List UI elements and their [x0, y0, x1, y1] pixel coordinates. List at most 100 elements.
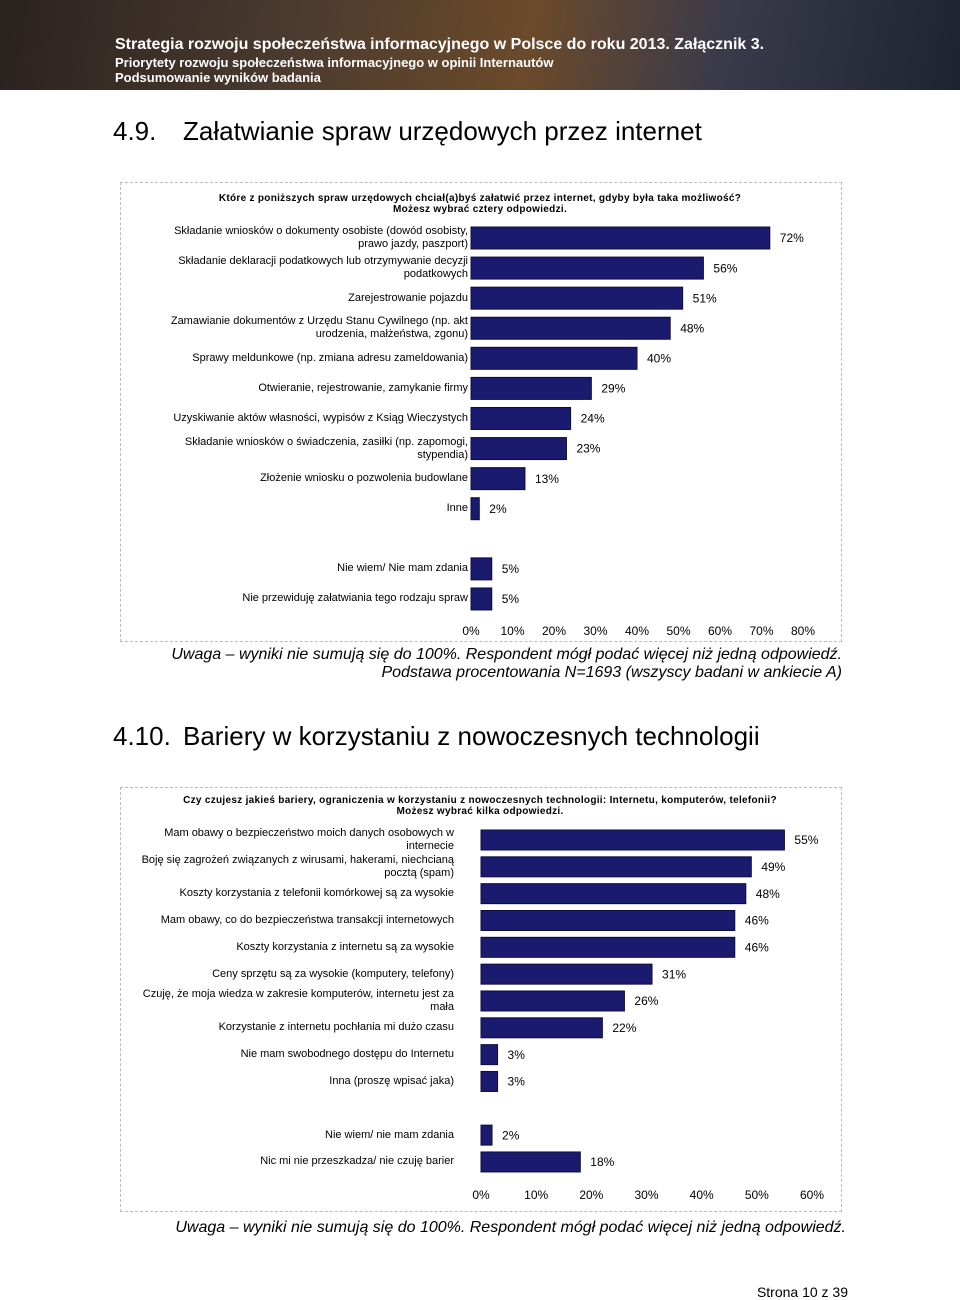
bar	[470, 256, 704, 280]
x-tick-label: 60%	[708, 624, 732, 638]
category-label: Korzystanie z internetu pochłania mi duż…	[218, 1021, 454, 1034]
x-tick-label: 80%	[791, 624, 815, 638]
x-tick-label: 60%	[800, 1188, 824, 1202]
bar	[480, 909, 736, 931]
value-label: 48%	[756, 887, 780, 901]
header-band: Strategia rozwoju społeczeństwa informac…	[0, 0, 960, 90]
note: Podstawa procentowania N=1693 (wszyscy b…	[381, 664, 842, 681]
chart-title: Czy czujesz jakieś bariery, ograniczenia…	[183, 795, 777, 817]
value-label: 23%	[576, 442, 600, 456]
bar	[470, 557, 493, 581]
x-tick-label: 30%	[634, 1188, 658, 1202]
value-label: 18%	[590, 1155, 614, 1169]
x-tick-label: 10%	[524, 1188, 548, 1202]
x-tick-label: 40%	[690, 1188, 714, 1202]
x-tick-label: 50%	[745, 1188, 769, 1202]
value-label: 49%	[761, 860, 785, 874]
bar	[470, 437, 567, 461]
value-label: 3%	[508, 1048, 526, 1062]
x-tick-label: 40%	[625, 624, 649, 638]
section-number: 4.9.	[113, 116, 157, 146]
header-title: Strategia rozwoju społeczeństwa informac…	[115, 36, 765, 53]
bar	[480, 1044, 499, 1066]
value-label: 2%	[489, 502, 507, 516]
value-label: 5%	[502, 592, 520, 606]
bar	[480, 1151, 581, 1173]
bar	[470, 346, 638, 370]
bar	[480, 990, 625, 1012]
category-label: Nic mi nie przeszkadza/ nie czuję barier	[260, 1155, 454, 1168]
bar	[470, 226, 771, 250]
category-label: Koszty korzystania z telefonii komórkowe…	[179, 887, 455, 900]
x-tick-label: 20%	[542, 624, 566, 638]
category-label: Sprawy meldunkowe (np. zmiana adresu zam…	[192, 351, 468, 364]
category-label: Zarejestrowanie pojazdu	[348, 291, 468, 304]
bar	[480, 1070, 499, 1092]
section-number: 4.10.	[113, 721, 171, 751]
bar	[470, 376, 592, 400]
value-label: 2%	[502, 1128, 520, 1142]
value-label: 51%	[693, 291, 717, 305]
x-tick-label: 0%	[462, 624, 480, 638]
chart-frame	[120, 787, 842, 1212]
section-heading: Załatwianie spraw urzędowych przez inter…	[183, 116, 702, 146]
header-subtitle: Podsumowanie wyników badania	[115, 70, 321, 85]
category-label: Otwieranie, rejestrowanie, zamykanie fir…	[258, 381, 468, 394]
category-label: Składanie deklaracji podatkowych lub otr…	[178, 255, 468, 281]
value-label: 3%	[508, 1075, 526, 1089]
category-label: Mam obawy, co do bezpieczeństwa transakc…	[160, 913, 454, 926]
bar	[480, 1124, 493, 1146]
category-label: Koszty korzystania z internetu są za wys…	[236, 940, 454, 953]
chart-title: Które z poniższych spraw urzędowych chci…	[218, 193, 742, 215]
value-label: 26%	[634, 994, 658, 1008]
bar	[470, 316, 671, 340]
page-number: Strona 10 z 39	[756, 1284, 848, 1300]
value-label: 31%	[662, 967, 686, 981]
bar	[480, 936, 736, 958]
category-label: Nie przewiduję załatwiania tego rodzaju …	[242, 592, 468, 605]
category-label: Uzyskiwanie aktów własności, wypisów z K…	[173, 411, 468, 424]
x-tick-label: 70%	[749, 624, 773, 638]
chart-frame	[120, 182, 842, 642]
note: Uwaga – wyniki nie sumują się do 100%. R…	[171, 646, 842, 663]
category-label: Ceny sprzętu są za wysokie (komputery, t…	[212, 967, 454, 980]
category-label: Boję się zagrożeń związanych z wirusami,…	[141, 853, 454, 879]
value-label: 56%	[713, 261, 737, 275]
category-label: Składanie wniosków o świadczenia, zasiłk…	[184, 435, 468, 461]
bar	[480, 883, 747, 905]
chart-subtitle: Możesz wybrać kilka odpowiedzi.	[396, 806, 564, 817]
category-label: Inne	[446, 502, 468, 515]
bar	[470, 406, 572, 430]
section-heading: Bariery w korzystaniu z nowoczesnych tec…	[183, 721, 760, 751]
value-label: 29%	[601, 382, 625, 396]
category-label: Czuję, że moja wiedza w zakresie kompute…	[142, 987, 454, 1013]
category-label: Złożenie wniosku o pozwolenia budowlane	[260, 472, 468, 485]
bar	[480, 963, 653, 985]
value-label: 40%	[647, 351, 671, 365]
category-label: Nie wiem/ Nie mam zdania	[337, 562, 468, 575]
value-label: 55%	[794, 833, 818, 847]
category-label: Zamawianie dokumentów z Urzędu Stanu Cyw…	[170, 315, 468, 341]
value-label: 72%	[780, 231, 804, 245]
value-label: 22%	[612, 1021, 636, 1035]
value-label: 46%	[745, 940, 769, 954]
category-label: Nie wiem/ nie mam zdania	[325, 1128, 454, 1141]
bar	[470, 467, 526, 491]
header-subtitle: Priorytety rozwoju społeczeństwa informa…	[115, 55, 554, 70]
bar	[480, 1017, 603, 1039]
value-label: 24%	[581, 412, 605, 426]
category-label: Mam obawy o bezpieczeństwo moich danych …	[164, 827, 454, 852]
bar	[470, 286, 684, 310]
x-tick-label: 50%	[666, 624, 690, 638]
x-tick-label: 10%	[500, 624, 524, 638]
value-label: 5%	[502, 562, 520, 576]
x-tick-label: 0%	[472, 1188, 490, 1202]
bar	[470, 587, 493, 611]
note: Uwaga – wyniki nie sumują się do 100%. R…	[175, 1219, 846, 1236]
x-tick-label: 20%	[579, 1188, 603, 1202]
category-label: Inna (proszę wpisać jaka)	[329, 1074, 454, 1087]
chart-subtitle: Możesz wybrać cztery odpowiedzi.	[392, 204, 568, 215]
x-tick-label: 30%	[583, 624, 607, 638]
